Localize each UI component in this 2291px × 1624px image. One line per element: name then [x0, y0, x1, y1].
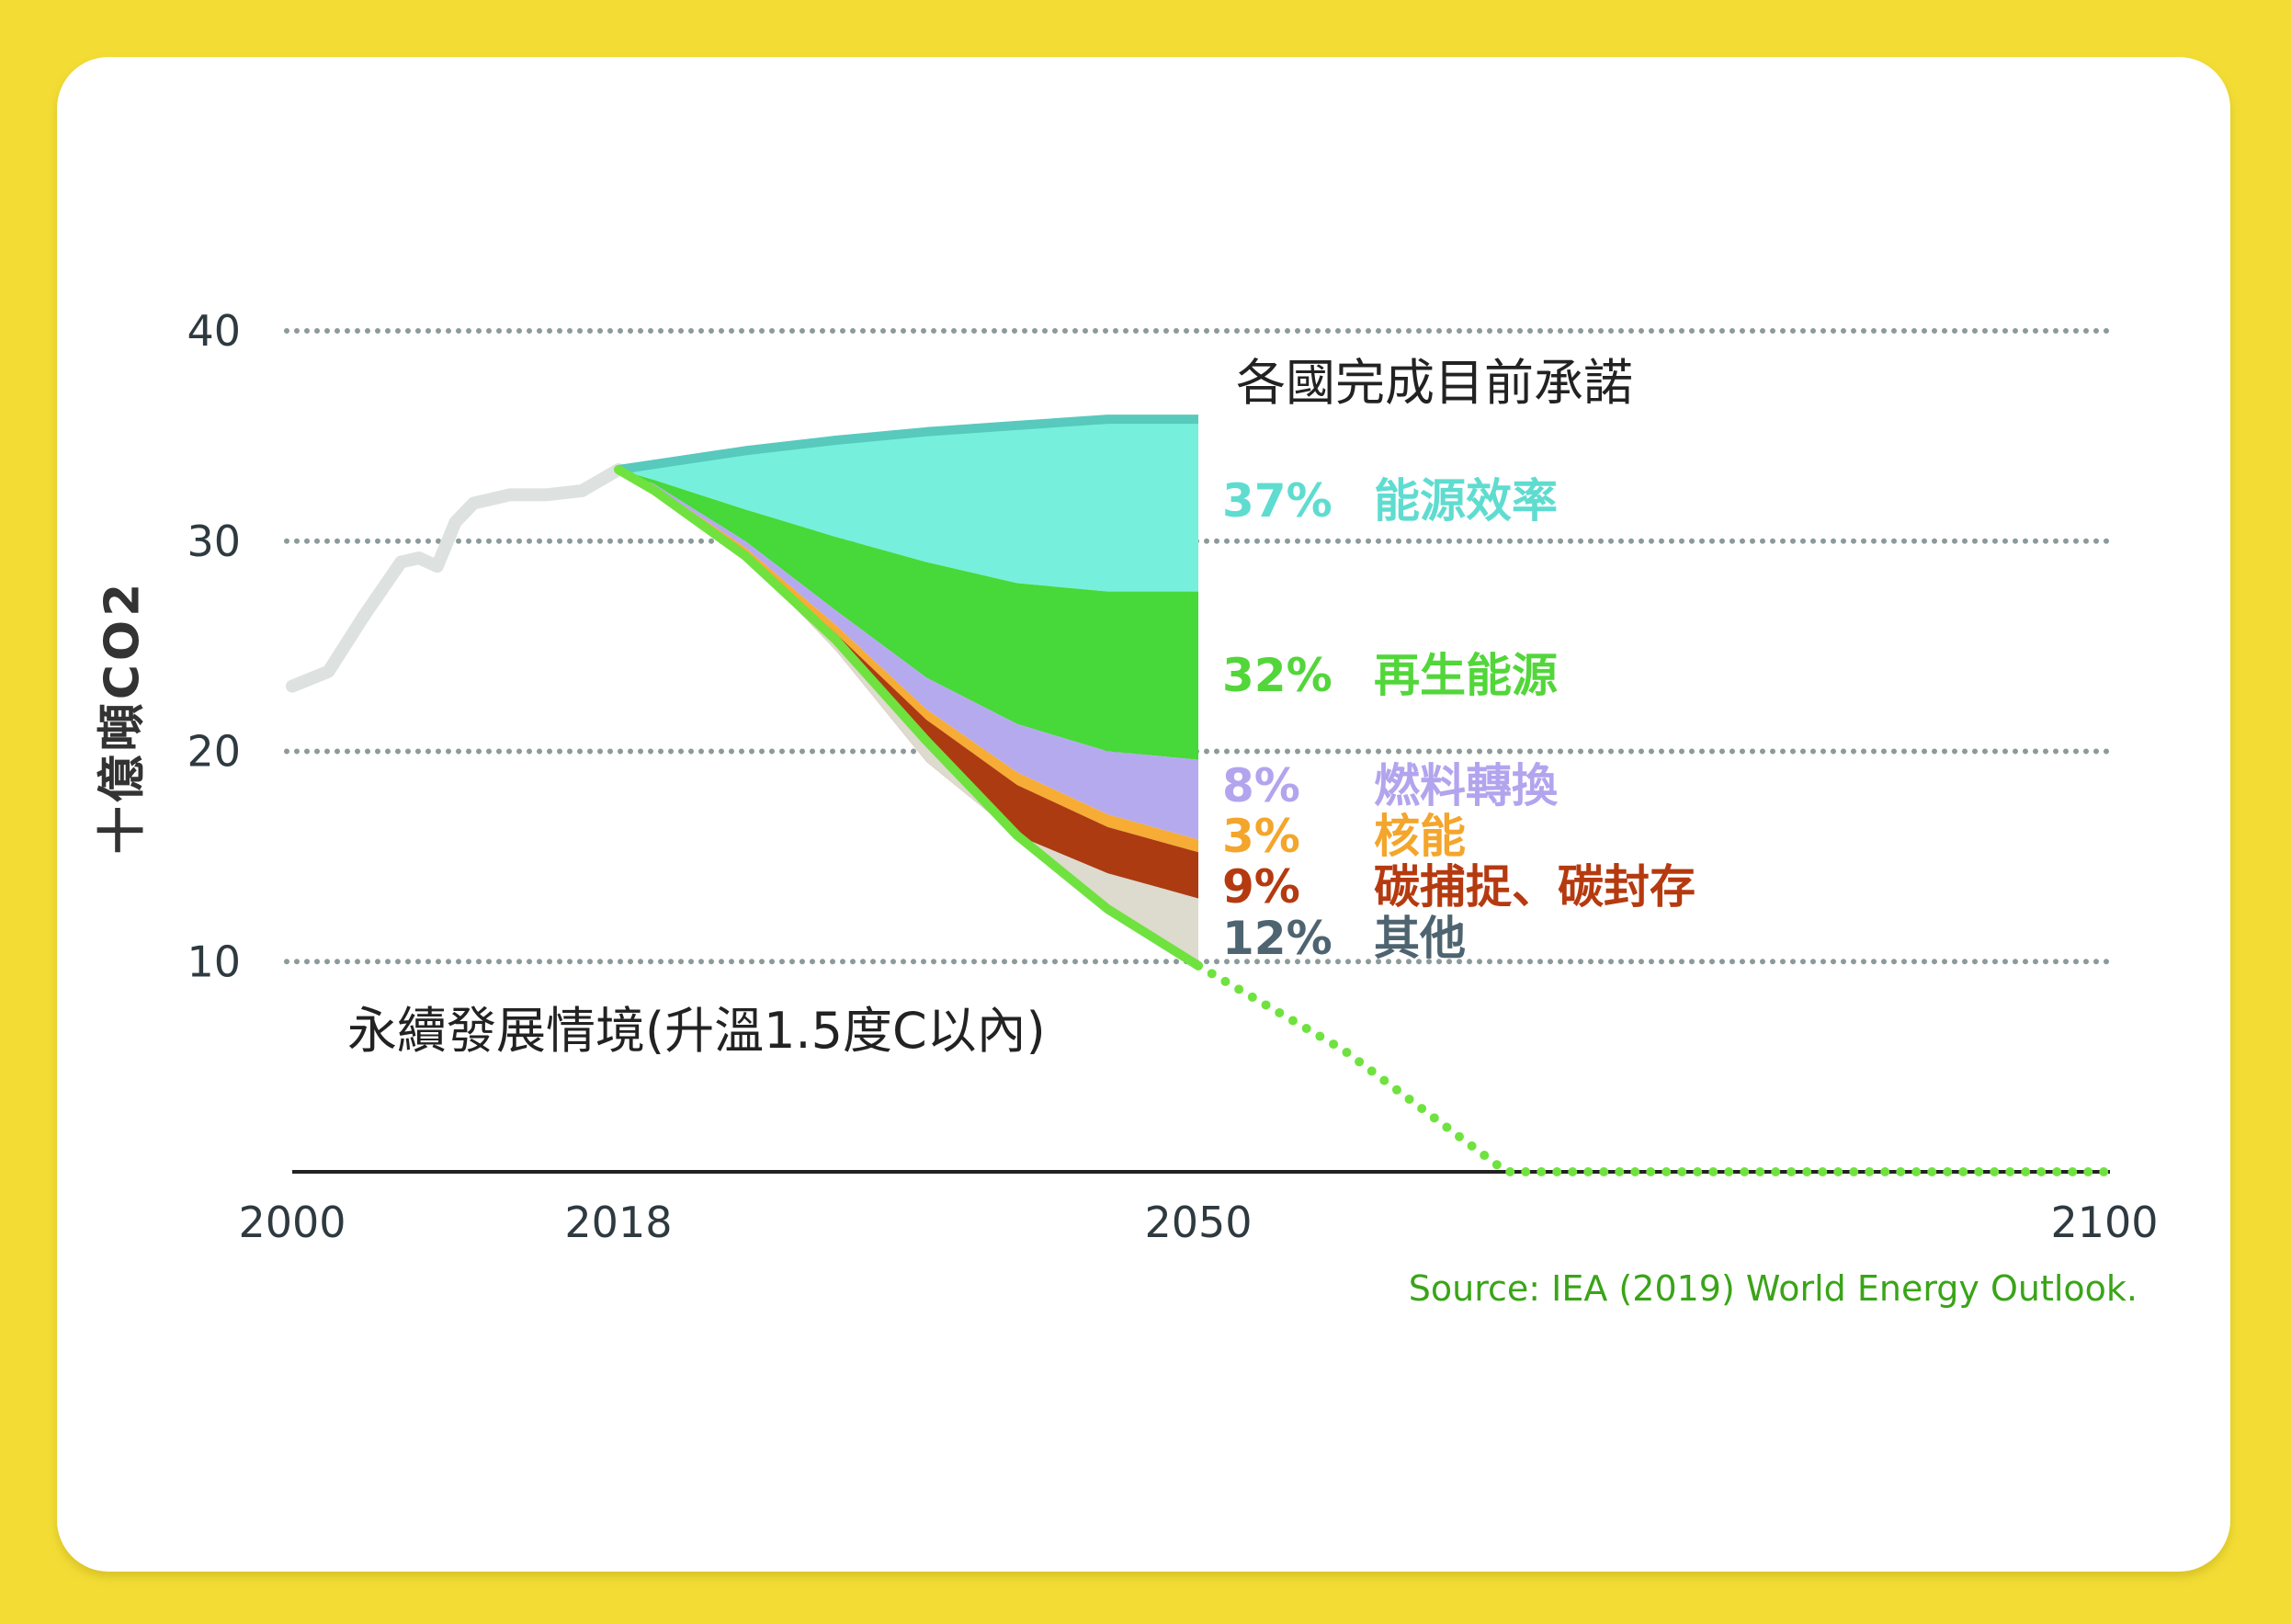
- sustainable-scenario-line: [614, 465, 1203, 971]
- wedge-area: [618, 470, 1198, 853]
- wedge-name-label: 能源效率: [1374, 474, 1558, 528]
- wedge-area: [618, 470, 1198, 899]
- sustainable-scenario-label: 永續發展情境(升溫1.5度C以內): [347, 1002, 1046, 1060]
- wedge-name-label: 其他: [1374, 912, 1466, 965]
- wedge-percent-label: 9%: [1222, 860, 1300, 914]
- x-tick-label: 2018: [564, 1198, 672, 1247]
- wedge-percent-label: 3%: [1222, 810, 1300, 863]
- y-tick-label: 40: [187, 306, 241, 356]
- wedge-area: [618, 470, 1198, 840]
- wedge-percent-label: 12%: [1222, 912, 1333, 965]
- wedge-percent-label: 32%: [1222, 649, 1333, 702]
- wedge-area: [618, 419, 1198, 592]
- y-tick-label: 20: [187, 727, 241, 777]
- stated-policies-line: [618, 415, 1198, 474]
- wedge-percent-label: 8%: [1222, 759, 1300, 812]
- x-tick-label: 2100: [2050, 1198, 2158, 1247]
- historical-emissions-line: [286, 463, 625, 693]
- wedge-area: [618, 470, 1198, 966]
- stated-policies-label: 各國完成目前承諾: [1236, 354, 1633, 412]
- wedge-area: [618, 470, 1198, 760]
- wedge-percent-label: 37%: [1222, 474, 1333, 528]
- wedge-name-label: 碳捕捉、碳封存: [1374, 860, 1696, 914]
- x-tick-label: 2050: [1144, 1198, 1252, 1247]
- y-tick-label: 10: [187, 937, 241, 986]
- source-note: Source: IEA (2019) World Energy Outlook.: [1409, 1268, 2138, 1309]
- sustainable-projection-dotted-line: [1194, 960, 2109, 1176]
- wedge-name-label: 核能: [1374, 810, 1466, 863]
- wedge-name-label: 燃料轉換: [1374, 759, 1559, 812]
- wedge-name-label: 再生能源: [1374, 649, 1558, 702]
- y-tick-label: 30: [187, 517, 241, 566]
- x-tick-label: 2000: [238, 1198, 346, 1247]
